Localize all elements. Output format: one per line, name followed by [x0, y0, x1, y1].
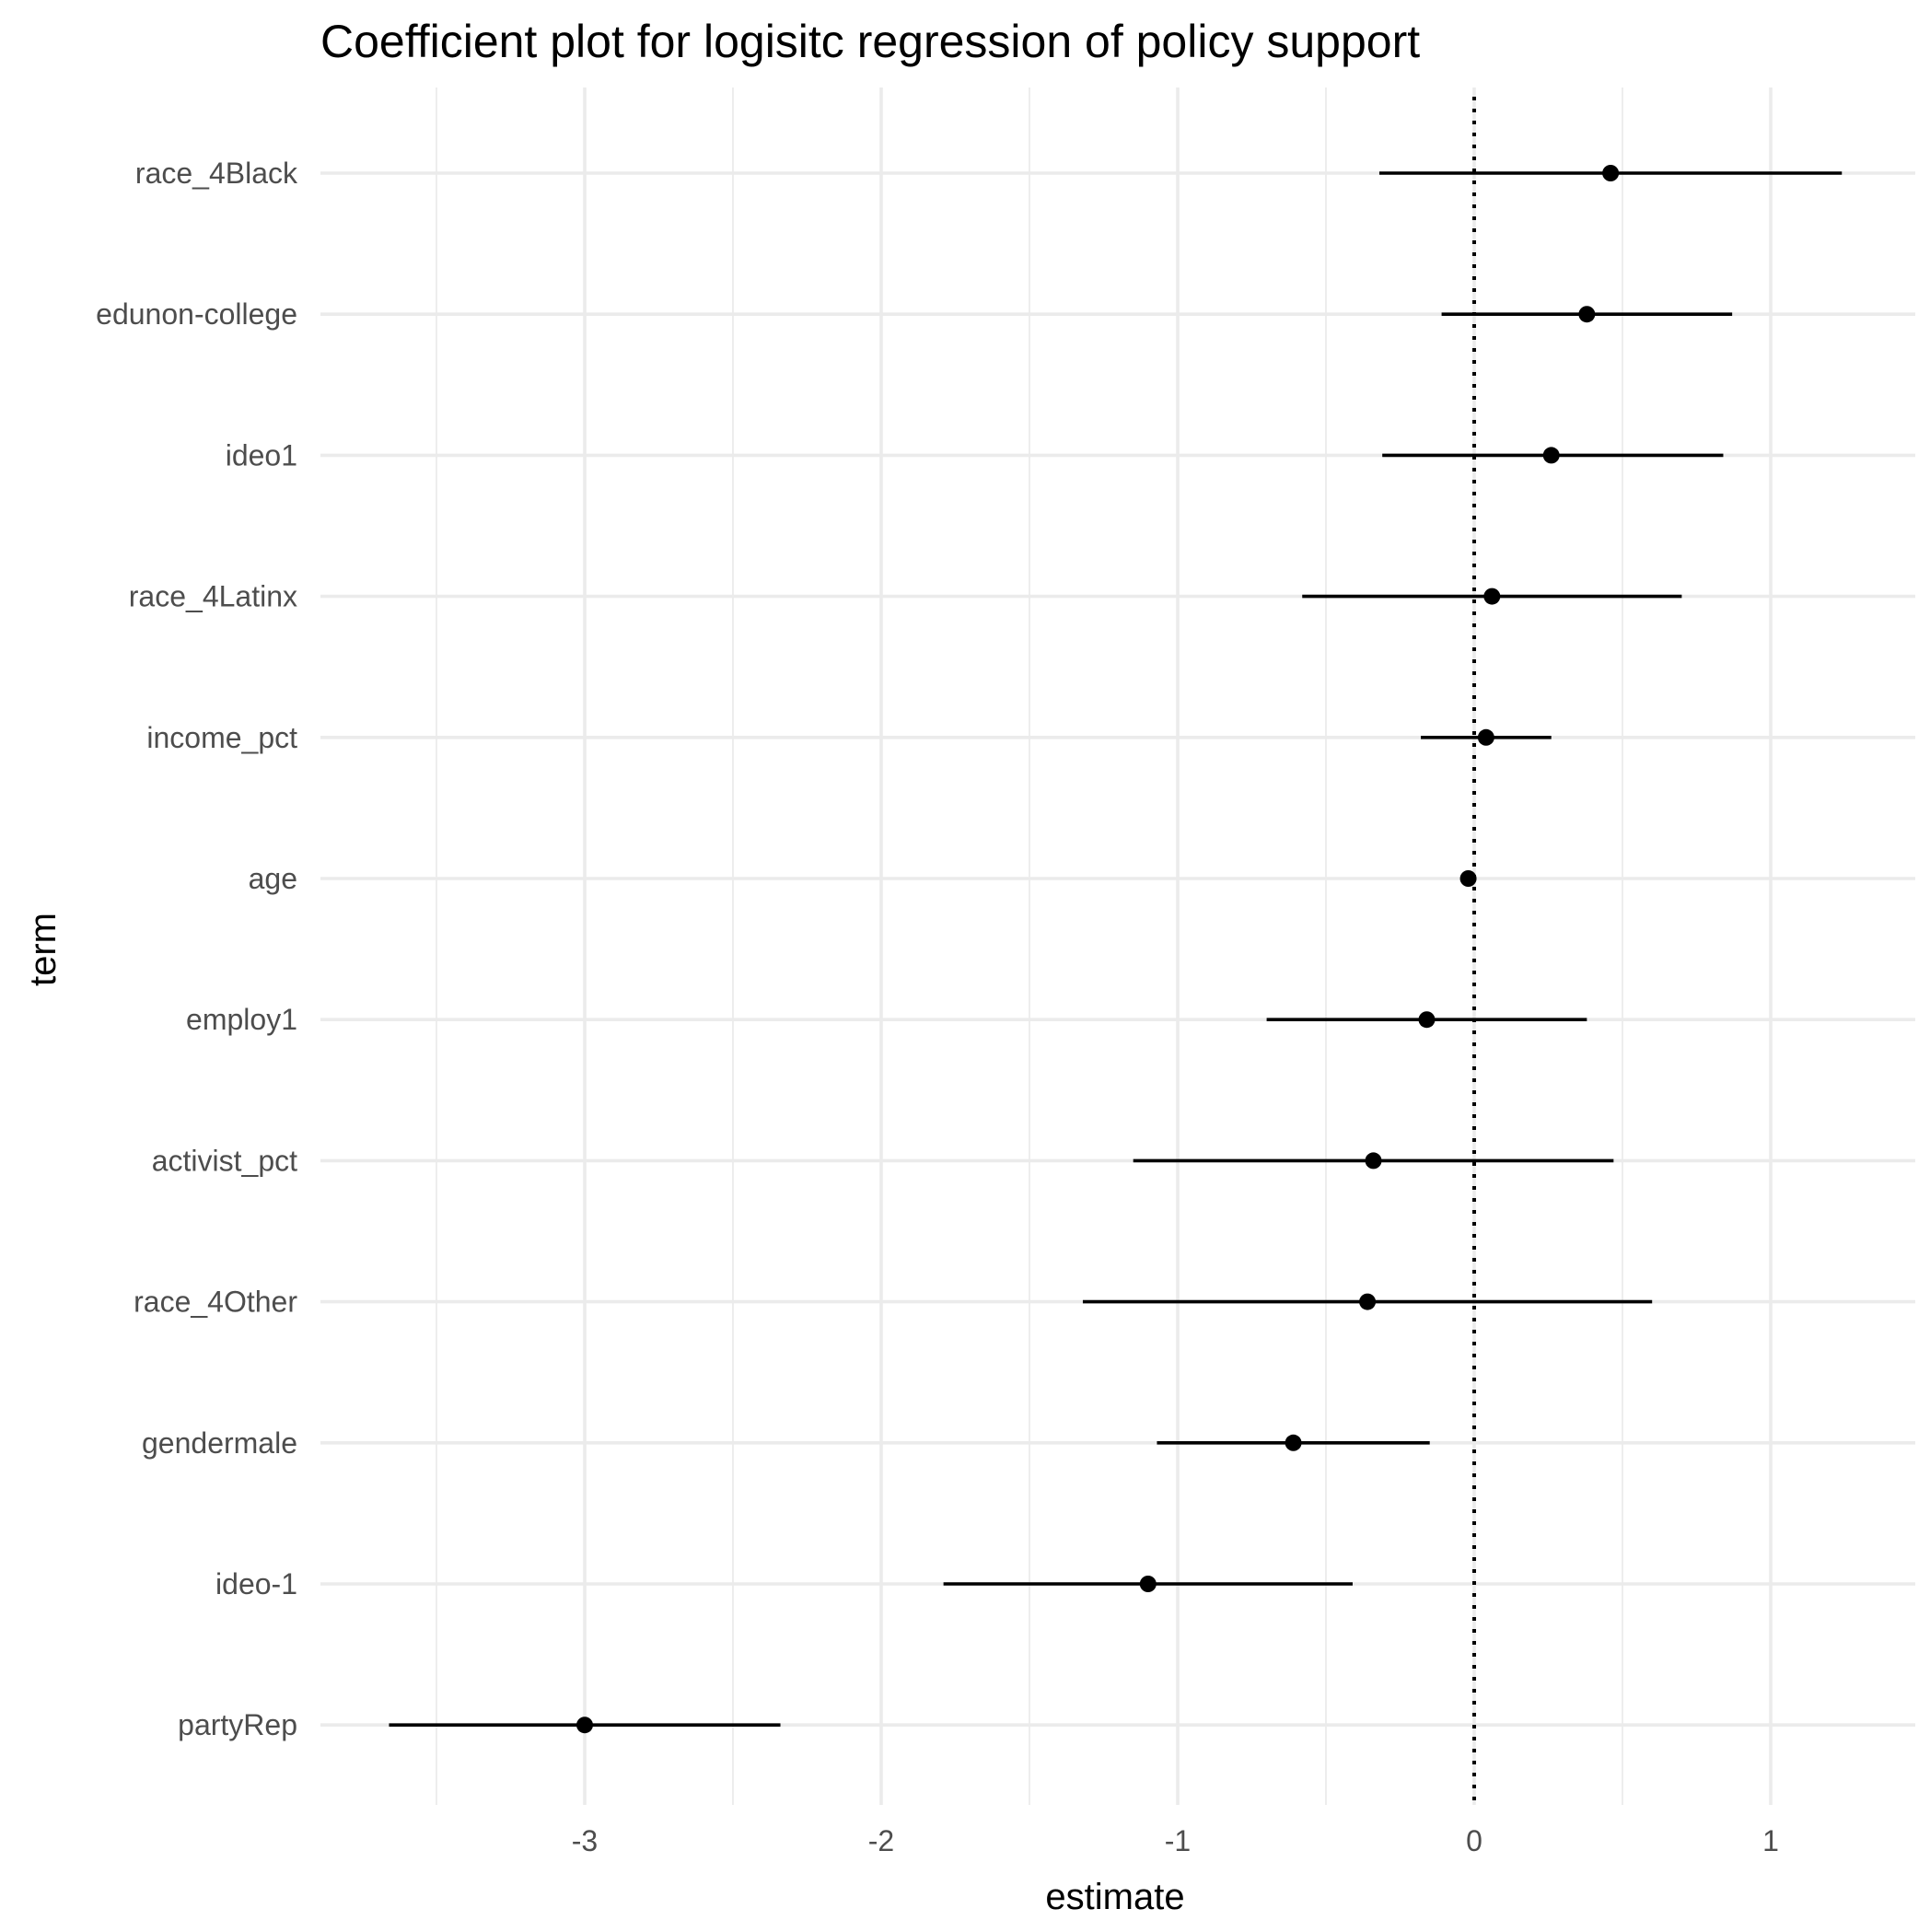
- x-tick-label: -3: [572, 1824, 598, 1857]
- estimate-points: [576, 165, 1620, 1734]
- estimate-point: [1285, 1434, 1302, 1451]
- estimate-point: [1459, 870, 1477, 887]
- x-tick-label: -2: [868, 1824, 894, 1857]
- y-tick-labels: race_4Black edunon-college ideo1 race_4Lati…: [96, 157, 298, 1741]
- x-tick-label: 0: [1466, 1824, 1482, 1857]
- y-tick-label: ideo1: [226, 438, 297, 471]
- y-tick-label: income_pct: [146, 721, 297, 754]
- minor-gridlines: [436, 87, 1623, 1805]
- estimate-point: [1359, 1293, 1377, 1310]
- estimate-point: [1477, 728, 1494, 746]
- estimate-point: [1139, 1576, 1157, 1592]
- estimate-point: [1483, 588, 1501, 605]
- chart-title: Coefficient plot for logisitc regression…: [320, 16, 1420, 67]
- estimate-point: [1365, 1152, 1382, 1170]
- y-tick-label: race_4Latinx: [129, 580, 297, 613]
- major-gridlines-y: [320, 171, 1915, 1727]
- x-tick-label: 1: [1762, 1824, 1779, 1857]
- estimate-point: [1578, 306, 1596, 323]
- estimate-point: [576, 1717, 593, 1734]
- y-tick-label: activist_pct: [152, 1144, 297, 1177]
- y-tick-label: edunon-college: [96, 297, 297, 331]
- y-tick-label: partyRep: [178, 1708, 297, 1741]
- estimate-point: [1602, 165, 1620, 181]
- y-tick-label: race_4Black: [135, 157, 298, 190]
- estimate-point: [1542, 447, 1560, 464]
- x-axis-title: estimate: [1045, 1877, 1184, 1917]
- estimate-point: [1418, 1011, 1436, 1029]
- y-tick-label: ideo-1: [215, 1567, 297, 1600]
- confidence-intervals: [389, 171, 1843, 1727]
- y-tick-label: gendermale: [142, 1426, 297, 1460]
- y-axis-title: term: [23, 913, 64, 986]
- x-tick-labels: -3 -2 -1 0 1: [572, 1824, 1779, 1857]
- y-tick-label: employ1: [186, 1003, 297, 1036]
- x-tick-label: -1: [1165, 1824, 1191, 1857]
- y-tick-label: race_4Other: [134, 1286, 297, 1319]
- y-tick-label: age: [249, 862, 297, 895]
- major-gridlines-x: [583, 87, 1773, 1805]
